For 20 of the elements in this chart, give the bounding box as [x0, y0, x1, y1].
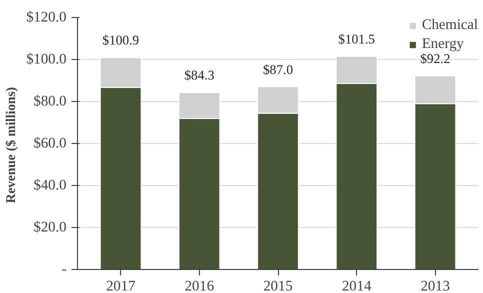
total-label: $100.9: [102, 32, 140, 48]
legend-label: Energy: [422, 36, 464, 53]
y-tick-label: $40.0: [34, 178, 67, 194]
total-label: $92.2: [420, 50, 450, 66]
total-label: $84.3: [184, 67, 215, 82]
x-tick-label: 2013: [420, 278, 450, 293]
y-tick-label: $100.0: [26, 52, 67, 68]
y-tick-label: $20.0: [34, 220, 67, 236]
total-label: $101.5: [338, 31, 376, 46]
total-label: $87.0: [263, 62, 294, 77]
y-axis-title: Revenue ($ millions): [3, 87, 18, 204]
y-tick-label: $120.0: [26, 10, 67, 26]
x-tick-label: 2015: [263, 278, 293, 293]
legend-label: Chemical: [422, 17, 478, 34]
x-tick-label: 2017: [106, 278, 136, 293]
y-tick-label: $80.0: [34, 94, 67, 110]
x-tick-label: 2016: [184, 278, 214, 293]
y-tick-label: -: [62, 262, 67, 278]
x-tick-label: 2014: [342, 278, 372, 293]
y-tick-label: $60.0: [34, 136, 67, 152]
